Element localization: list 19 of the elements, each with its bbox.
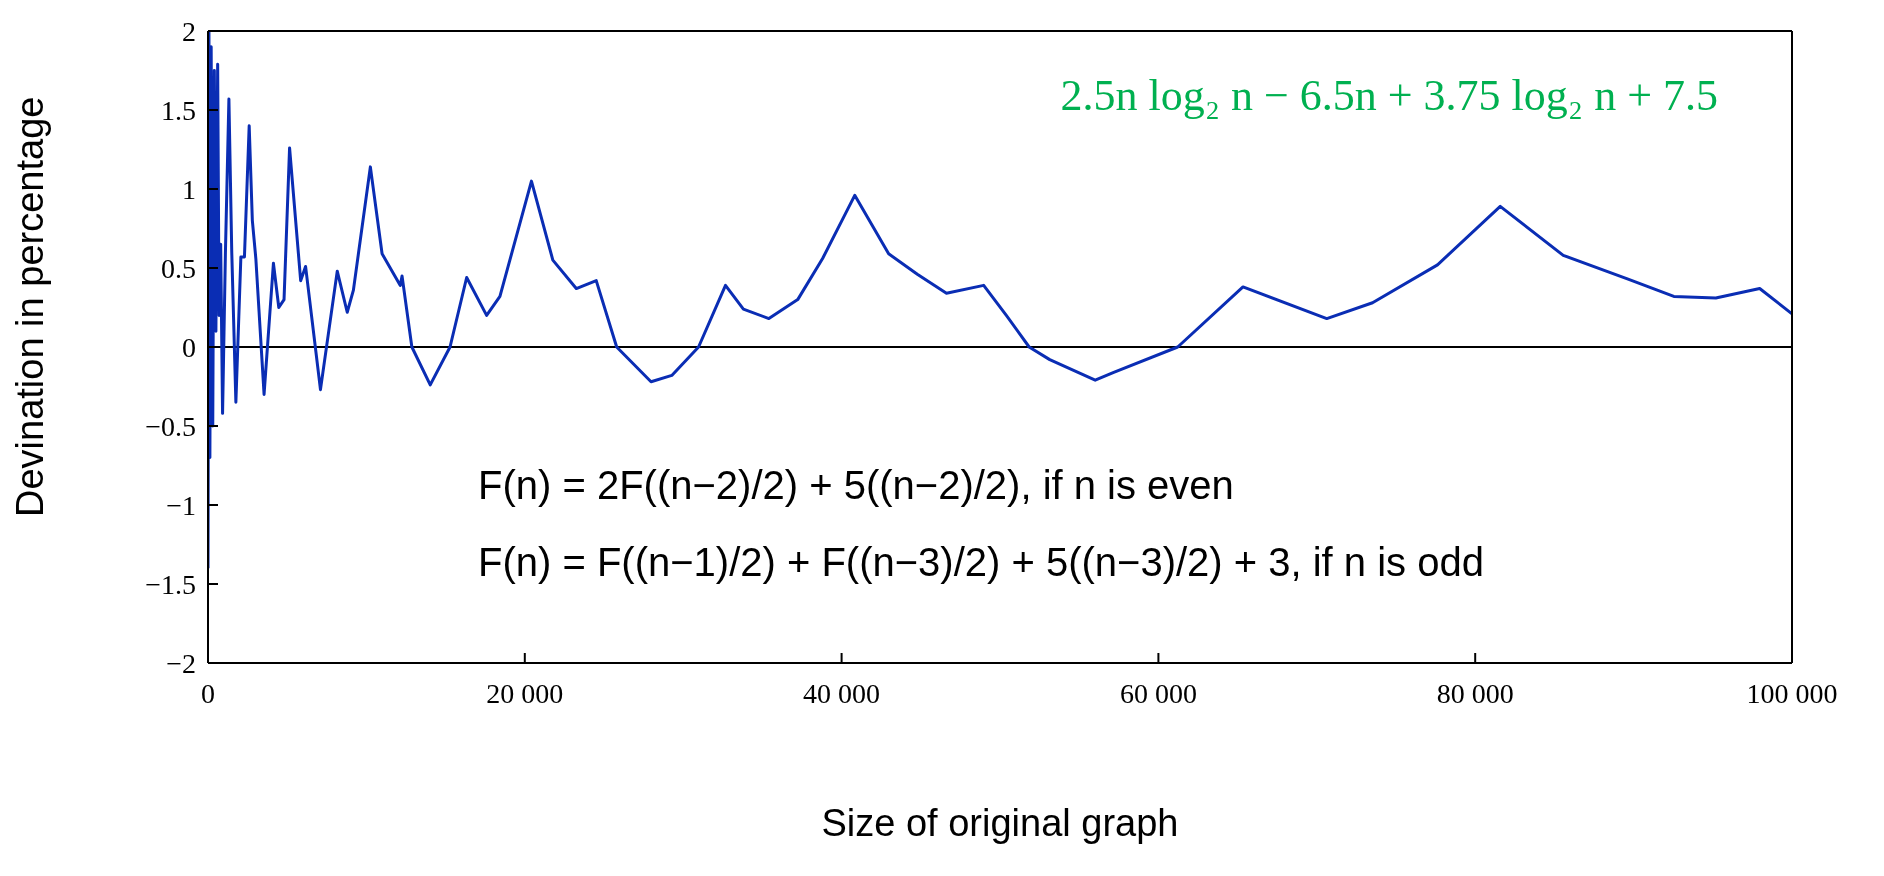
annotation: 2.5n log₂ n − 6.5n + 3.75 log₂ n + 7.5 xyxy=(1060,70,1718,121)
y-tick-label: 1.5 xyxy=(161,94,196,126)
y-tick-label: −2 xyxy=(166,647,196,679)
y-tick-label: −0.5 xyxy=(145,410,196,442)
x-axis-title: Size of original graph xyxy=(821,802,1179,844)
y-tick-label: −1.5 xyxy=(145,568,196,600)
x-tick-label: 80 000 xyxy=(1436,677,1514,709)
x-tick-label: 100 000 xyxy=(1746,677,1838,709)
x-tick-label: 40 000 xyxy=(803,677,881,709)
y-tick-label: 1 xyxy=(182,173,196,205)
y-tick-label: −1 xyxy=(166,489,196,521)
annotation: F(n) = F((n−1)/2) + F((n−3)/2) + 5((n−3)/2) + 3, if n is odd xyxy=(478,540,1484,585)
y-tick-label: 2 xyxy=(182,15,196,47)
x-tick-label: 60 000 xyxy=(1119,677,1197,709)
y-tick-label: 0 xyxy=(182,331,196,363)
x-tick-label: 20 000 xyxy=(486,677,564,709)
y-tick-label: 0.5 xyxy=(161,252,196,284)
annotation: F(n) = 2F((n−2)/2) + 5((n−2)/2), if n is even xyxy=(478,463,1234,508)
y-axis-title: Devination in percentage xyxy=(9,96,52,517)
